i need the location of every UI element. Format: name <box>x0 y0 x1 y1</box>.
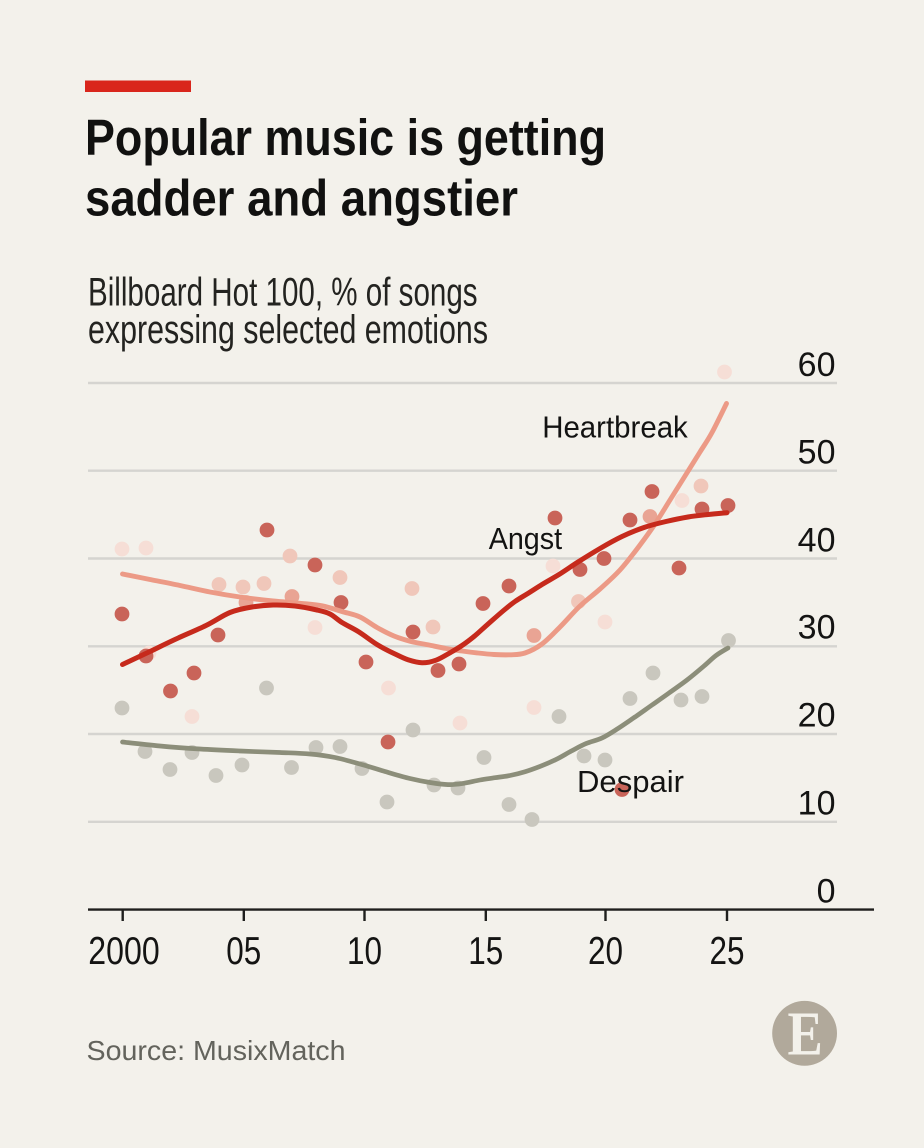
svg-text:Angst: Angst <box>489 522 563 556</box>
svg-text:30: 30 <box>798 609 836 647</box>
svg-text:expressing selected emotions: expressing selected emotions <box>88 308 488 352</box>
svg-text:Source: MusixMatch: Source: MusixMatch <box>87 1035 346 1066</box>
svg-text:10: 10 <box>798 785 836 823</box>
svg-text:25: 25 <box>710 930 745 973</box>
svg-text:Despair: Despair <box>577 765 684 799</box>
svg-text:Billboard Hot 100, % of songs: Billboard Hot 100, % of songs <box>88 271 478 315</box>
svg-text:Popular music is getting: Popular music is getting <box>85 109 606 166</box>
svg-text:20: 20 <box>588 930 623 973</box>
svg-text:50: 50 <box>798 434 836 472</box>
svg-text:10: 10 <box>347 930 382 973</box>
svg-text:15: 15 <box>468 930 503 973</box>
svg-text:2000: 2000 <box>88 930 159 973</box>
svg-text:Heartbreak: Heartbreak <box>542 411 688 445</box>
svg-text:20: 20 <box>798 697 836 735</box>
svg-text:0: 0 <box>817 873 836 911</box>
svg-text:40: 40 <box>798 522 836 560</box>
svg-text:05: 05 <box>226 930 261 973</box>
svg-text:60: 60 <box>798 346 836 384</box>
svg-text:E: E <box>788 998 823 1068</box>
svg-text:sadder and angstier: sadder and angstier <box>85 170 518 227</box>
